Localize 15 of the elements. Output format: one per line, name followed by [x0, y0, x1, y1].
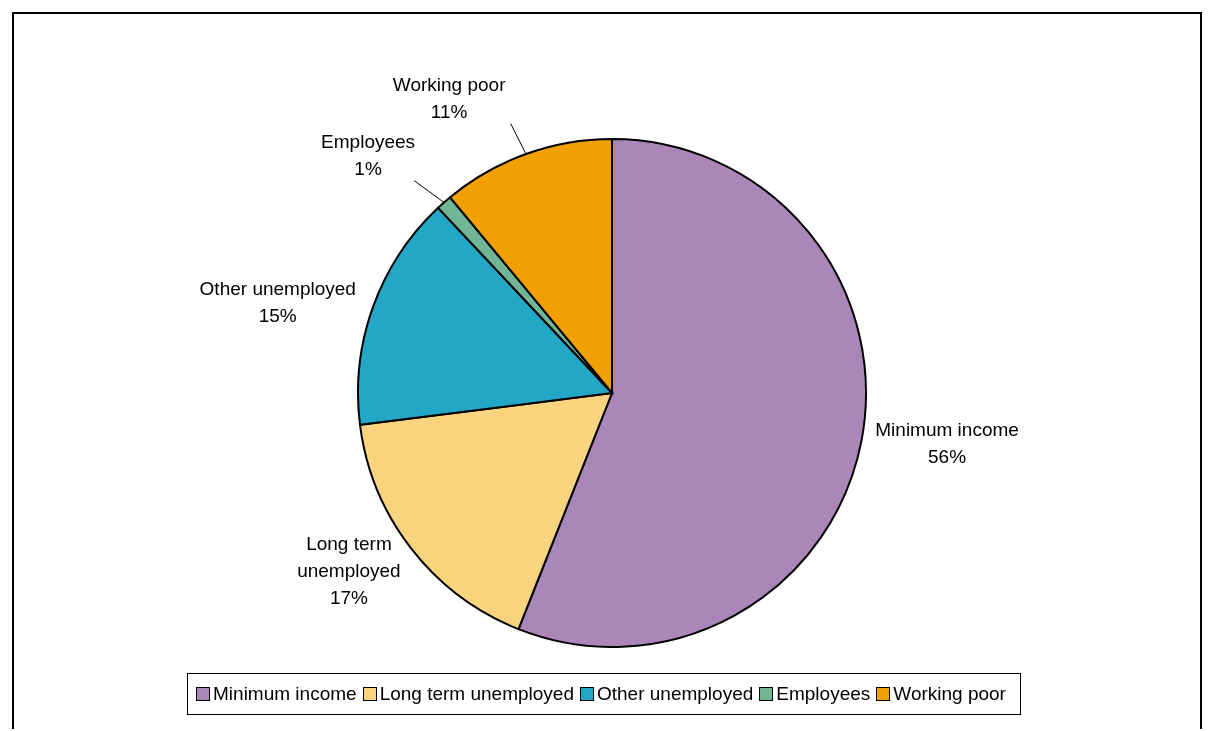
data-label: 56%: [928, 445, 967, 467]
data-label: 11%: [430, 100, 468, 122]
data-label: 17%: [329, 586, 369, 608]
legend-label: Employees: [776, 683, 871, 705]
legend-label: Long term unemployed: [379, 683, 574, 705]
legend-label: Working poor: [893, 683, 1006, 705]
slice-label: Working poor: [392, 73, 507, 95]
slice-label: Long term unemployed: [297, 532, 401, 581]
data-label: 1%: [354, 157, 382, 179]
slice-label: Minimum income: [875, 418, 1019, 440]
data-label: 15%: [258, 304, 297, 326]
slice-label: Other unemployed: [199, 277, 356, 299]
legend-label: Minimum income: [213, 683, 357, 705]
legend-label: Other unemployed: [596, 683, 754, 705]
slice-label: Employees: [321, 130, 416, 152]
